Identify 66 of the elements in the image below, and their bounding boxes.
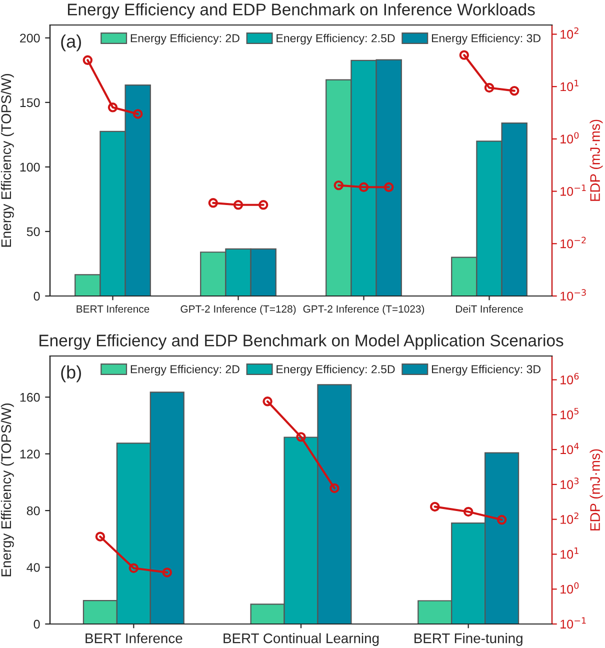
- legend-label: Energy Efficiency: 2.5D: [276, 34, 395, 45]
- point: [509, 86, 520, 96]
- y2-axis-title: EDP (mJ·ms): [590, 120, 603, 201]
- point: [108, 102, 118, 112]
- legend-label: Energy Efficiency: 3D: [432, 364, 540, 376]
- x-tick-label: DeiT Inference: [456, 305, 523, 313]
- y-tick-label: 120: [20, 450, 40, 458]
- point: [233, 200, 244, 210]
- y-tick-label: 200: [20, 34, 40, 43]
- y2-tick-label: 10$^{2}$: [560, 512, 578, 524]
- chart-title: Energy Efficiency and EDP Benchmark on Inference Workloads: [68, 3, 535, 19]
- y-tick-label: 0: [34, 620, 40, 629]
- legend-label: Energy Efficiency: 2.5D: [276, 364, 395, 376]
- point: [330, 483, 340, 494]
- point: [258, 200, 268, 210]
- y2-tick-label: 10$^{−3}$: [560, 289, 586, 301]
- y2-tick-label: 10$^{−2}$: [560, 236, 586, 248]
- y2-axis-title: EDP (mJ·ms): [590, 449, 603, 530]
- point: [132, 109, 143, 119]
- y2-tick-label: 10$^{6}$: [560, 372, 579, 384]
- annotation: (b): [61, 365, 81, 382]
- chart-title: Energy Efficiency and EDP Benchmark on Model Application Scenarios: [40, 334, 564, 350]
- x-tick-label: BERT Inference: [76, 305, 150, 313]
- y-tick-label: 150: [20, 98, 40, 108]
- y2-tick-label: 10$^{2}$: [560, 27, 578, 39]
- point: [484, 82, 494, 93]
- y-tick-label: 100: [20, 162, 40, 172]
- x-tick-label: GPT-2 Inference (T=1023): [303, 305, 424, 315]
- point: [208, 198, 218, 208]
- point: [128, 563, 139, 573]
- point: [459, 50, 470, 60]
- point: [384, 182, 394, 192]
- x-tick-label: BERT Fine-tuning: [414, 633, 522, 646]
- point: [430, 502, 440, 512]
- y-tick-label: 80: [26, 506, 40, 516]
- point: [162, 568, 172, 578]
- y2-tick-label: 10$^{5}$: [560, 408, 578, 420]
- y2-tick-label: 10$^{0}$: [560, 132, 579, 144]
- y2-tick-label: 10$^{3}$: [560, 478, 579, 489]
- x-tick-label: BERT Continual Learning: [224, 633, 379, 646]
- y-axis-title: Energy Efficiency (TOPS/W): [0, 404, 14, 576]
- point: [334, 180, 344, 190]
- point: [296, 432, 306, 442]
- y-tick-label: 0: [34, 292, 40, 301]
- x-tick-label: GPT-2 Inference (T=128): [180, 305, 296, 315]
- y2-tick-label: 10$^{−1}$: [560, 184, 586, 196]
- y2-tick-label: 10$^{1}$: [560, 80, 578, 92]
- annotation: (a): [61, 34, 81, 52]
- y2-tick-label: 10$^{0}$: [560, 582, 579, 594]
- point: [262, 396, 272, 406]
- point: [95, 532, 106, 542]
- y-tick-label: 160: [20, 392, 40, 402]
- legend-label: Energy Efficiency: 2D: [130, 364, 240, 376]
- y-tick-label: 40: [26, 563, 40, 572]
- y-tick-label: 50: [26, 227, 40, 236]
- point: [358, 182, 369, 192]
- y2-tick-label: 10$^{1}$: [560, 548, 578, 559]
- point: [496, 514, 507, 525]
- point: [82, 55, 93, 65]
- x-tick-label: BERT Inference: [86, 633, 182, 644]
- y-axis-title: Energy Efficiency (TOPS/W): [0, 74, 14, 247]
- y2-tick-label: 10$^{−1}$: [560, 617, 586, 629]
- legend-label: Energy Efficiency: 3D: [432, 34, 540, 45]
- y2-tick-label: 10$^{4}$: [560, 442, 579, 454]
- legend-label: Energy Efficiency: 2D: [130, 34, 240, 45]
- point: [463, 506, 474, 517]
